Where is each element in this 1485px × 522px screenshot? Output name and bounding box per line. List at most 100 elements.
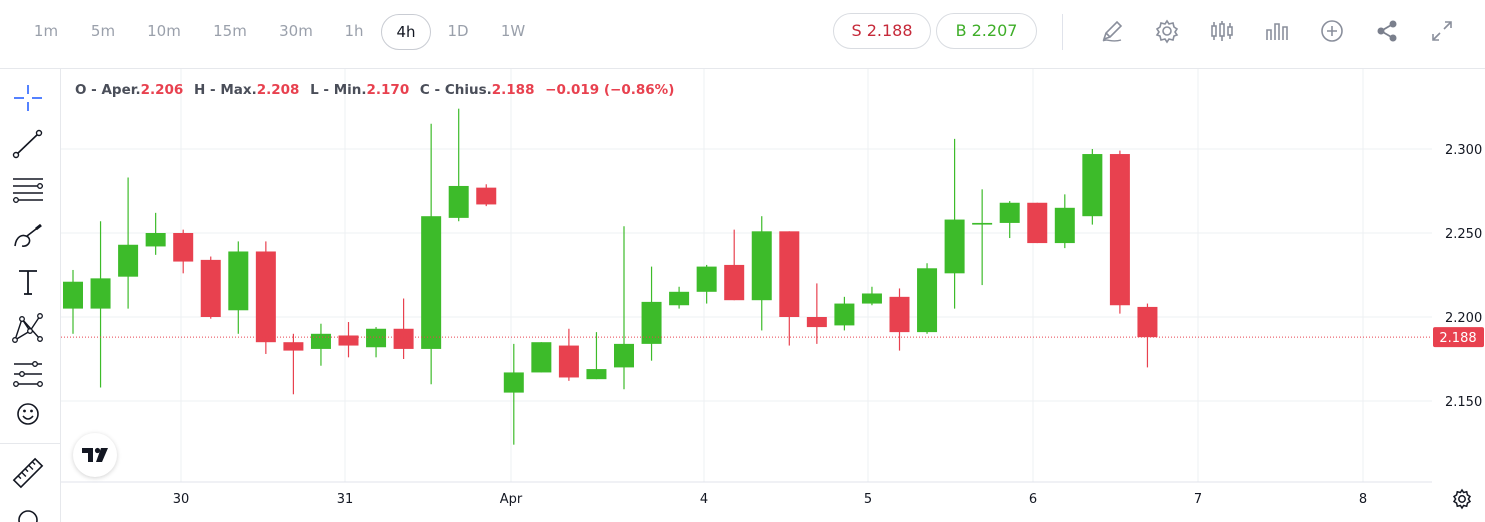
pattern-icon[interactable] — [10, 311, 46, 345]
candle-body — [90, 278, 111, 309]
tradingview-logo[interactable] — [73, 433, 117, 477]
candle — [476, 184, 497, 207]
candle — [1082, 149, 1103, 225]
candle — [531, 342, 552, 373]
candle-body — [200, 259, 221, 317]
candlestick-series — [63, 108, 1158, 445]
high-value: 2.208 — [256, 82, 300, 98]
brush-icon[interactable] — [10, 219, 46, 253]
ruler-icon[interactable] — [10, 456, 46, 490]
ohlc-legend: O - Aper.2.206 H - Max.2.208 L - Min.2.1… — [75, 82, 680, 98]
price-tick-label: 2.300 — [1445, 143, 1482, 158]
fib-lines-icon[interactable] — [10, 173, 46, 207]
candle — [614, 226, 634, 390]
open-value: 2.206 — [140, 82, 184, 98]
chart-settings-icon[interactable] — [1450, 487, 1474, 511]
candle-body — [724, 264, 745, 301]
candle — [393, 298, 414, 359]
time-tick-label: 8 — [1359, 492, 1367, 507]
low-label: L - Min. — [310, 82, 367, 98]
candle-body — [999, 202, 1020, 223]
candles-icon[interactable] — [1207, 16, 1237, 46]
candle-body — [696, 266, 717, 292]
drawing-toolbar — [0, 69, 61, 522]
candle — [448, 108, 469, 222]
candle — [338, 322, 359, 358]
candle-body — [889, 296, 910, 333]
candle — [200, 256, 221, 319]
candle-body — [641, 301, 662, 344]
timeframe-4h[interactable]: 4h — [381, 14, 431, 50]
timeframe-15m[interactable]: 15m — [213, 22, 247, 40]
candle-body — [1082, 154, 1103, 217]
candle-body — [614, 343, 634, 368]
timeframe-5m[interactable]: 5m — [90, 22, 116, 40]
share-icon[interactable] — [1372, 16, 1402, 46]
price-tick-label: 2.150 — [1445, 395, 1482, 410]
candle-body — [779, 231, 800, 317]
top-toolbar: 1m 5m 10m 15m 30m 1h 4h 1D 1W S 2.188 B … — [0, 0, 1485, 69]
bars-icon[interactable] — [1262, 16, 1292, 46]
candle-body — [972, 222, 993, 225]
candle — [834, 296, 855, 331]
candle — [558, 328, 579, 381]
candle — [63, 269, 83, 334]
candle — [889, 288, 910, 351]
candle — [366, 327, 387, 358]
timeframe-1h[interactable]: 1h — [344, 22, 364, 40]
toolbar-divider — [1062, 14, 1063, 50]
candle — [118, 177, 139, 309]
price-axis: 2.150 2.200 2.250 2.300 — [1445, 143, 1482, 410]
candle-body — [917, 268, 938, 333]
timeframe-1m[interactable]: 1m — [33, 22, 59, 40]
time-tick-label: 6 — [1029, 492, 1037, 507]
sell-price-button[interactable]: S 2.188 — [833, 13, 931, 49]
open-label: O - Aper. — [75, 82, 141, 98]
timeframe-1d[interactable]: 1D — [447, 22, 469, 40]
price-tick-label: 2.200 — [1445, 311, 1482, 326]
candle-body — [503, 372, 524, 393]
candle — [173, 229, 194, 274]
text-icon[interactable] — [10, 265, 46, 299]
fullscreen-icon[interactable] — [1427, 16, 1457, 46]
add-indicator-icon[interactable] — [1317, 16, 1347, 46]
time-tick-label: Apr — [500, 492, 523, 507]
candle — [586, 332, 607, 380]
timeframe-1w[interactable]: 1W — [500, 22, 526, 40]
candle — [641, 266, 662, 361]
buy-price-button[interactable]: B 2.207 — [936, 13, 1037, 49]
trendline-icon[interactable] — [10, 127, 46, 161]
candle — [779, 231, 800, 346]
candle-body — [283, 342, 304, 351]
timeframe-30m[interactable]: 30m — [279, 22, 313, 40]
candle — [145, 212, 166, 255]
settings-icon[interactable] — [1152, 16, 1182, 46]
candle-body — [118, 244, 139, 277]
close-label: C - Chius. — [419, 82, 492, 98]
last-price-tag — [1433, 327, 1484, 348]
last-price-tag-label: 2.188 — [1439, 331, 1476, 346]
pencil-icon[interactable] — [1097, 16, 1127, 46]
candle-body — [944, 219, 965, 274]
time-tick-label: 4 — [700, 492, 708, 507]
candle-body — [1054, 207, 1075, 244]
candle-body — [1109, 154, 1130, 306]
magnet-icon[interactable] — [10, 503, 46, 522]
candle-body — [834, 303, 855, 326]
forecast-icon[interactable] — [10, 357, 46, 391]
candle — [972, 189, 993, 286]
candle — [999, 201, 1020, 239]
candle-body — [806, 317, 827, 328]
candle-body — [586, 369, 607, 380]
emoji-icon[interactable] — [10, 397, 46, 431]
candle — [90, 221, 111, 388]
candle — [421, 123, 442, 385]
time-tick-label: 30 — [173, 492, 190, 507]
candle — [724, 229, 745, 301]
candle-body — [173, 233, 194, 262]
timeframe-10m[interactable]: 10m — [147, 22, 181, 40]
candle-body — [1027, 202, 1048, 244]
crosshair-icon[interactable] — [10, 81, 46, 115]
candle-body — [861, 293, 882, 304]
